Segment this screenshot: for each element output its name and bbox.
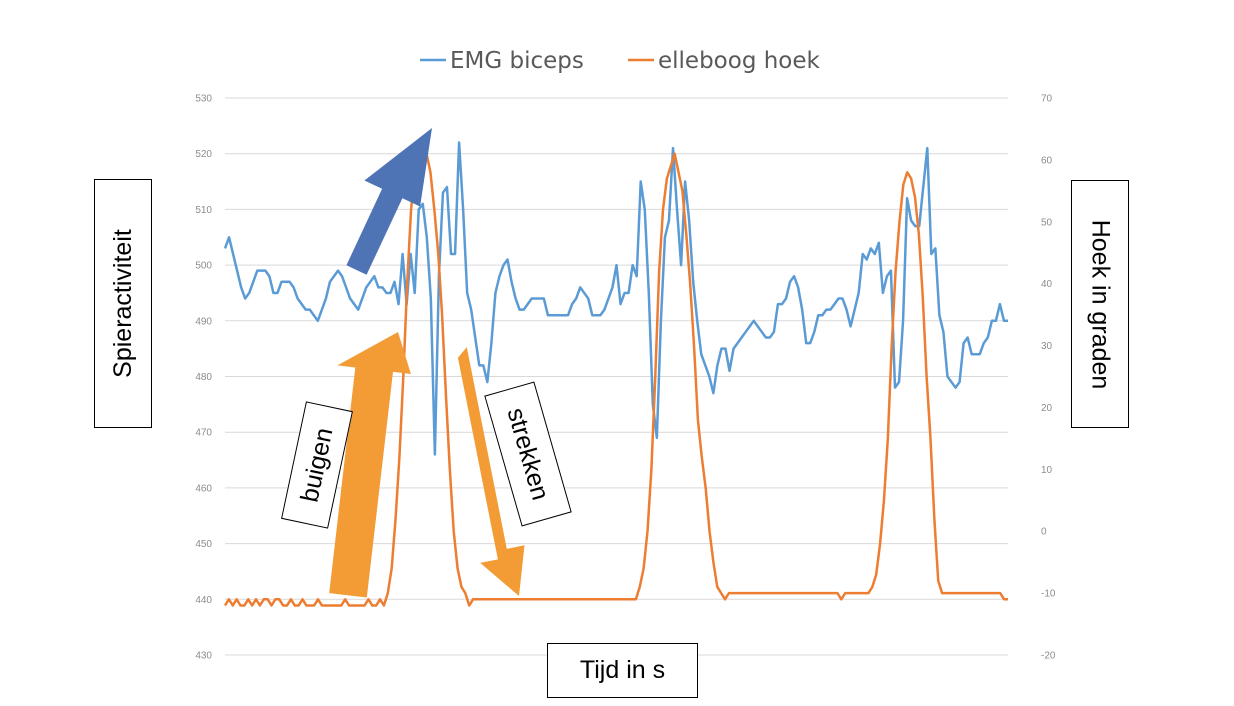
right-tick-label: 60 <box>1041 155 1053 166</box>
right-tick-label: 30 <box>1041 341 1053 352</box>
right-axis-ticks: 70 60 50 40 30 20 10 0 -10 -20 <box>1041 94 1056 662</box>
x-axis-title: Tijd in s <box>547 643 698 698</box>
left-tick-label: 530 <box>195 94 212 105</box>
series-line-emg-biceps <box>223 141 1008 456</box>
left-axis-ticks: 530 520 510 500 490 480 470 460 450 440 430 <box>195 94 212 662</box>
left-tick-label: 440 <box>195 595 212 606</box>
series-line-elleboog-hoek <box>223 152 1008 607</box>
left-tick-label: 520 <box>195 149 212 160</box>
right-tick-label: 40 <box>1041 279 1053 290</box>
right-tick-label: 70 <box>1041 94 1053 105</box>
x-axis-title-text: Tijd in s <box>579 656 666 684</box>
right-tick-label: 20 <box>1041 403 1053 414</box>
annotation-buigen-text: buigen <box>295 425 339 505</box>
left-tick-label: 480 <box>195 372 212 383</box>
left-tick-label: 460 <box>195 483 212 494</box>
legend: EMG biceps elleboog hoek <box>420 48 821 74</box>
left-tick-label: 490 <box>195 316 212 327</box>
right-tick-label: 50 <box>1041 217 1053 228</box>
right-tick-label: -10 <box>1041 589 1056 600</box>
left-tick-label: 500 <box>195 261 212 272</box>
right-tick-label: 0 <box>1041 527 1047 538</box>
left-tick-label: 470 <box>195 428 212 439</box>
y-right-axis-title: Hoek in graden <box>1071 180 1129 428</box>
legend-entry-angle: elleboog hoek <box>658 48 821 74</box>
y-left-axis-title: Spieractiviteit <box>94 179 152 428</box>
left-tick-label: 450 <box>195 539 212 550</box>
y-right-axis-title-text: Hoek in graden <box>1086 219 1115 389</box>
right-tick-label: -20 <box>1041 651 1056 662</box>
blue-arrow-icon <box>346 128 432 275</box>
orange-arrow-up-icon <box>329 332 411 598</box>
legend-entry-emg: EMG biceps <box>450 48 584 74</box>
orange-arrow-down-icon <box>457 347 525 596</box>
series-lines <box>223 141 1008 607</box>
left-tick-label: 430 <box>195 651 212 662</box>
y-left-axis-title-text: Spieractiviteit <box>108 229 137 378</box>
left-tick-label: 510 <box>195 205 212 216</box>
arrows <box>329 128 525 598</box>
right-tick-label: 10 <box>1041 465 1053 476</box>
